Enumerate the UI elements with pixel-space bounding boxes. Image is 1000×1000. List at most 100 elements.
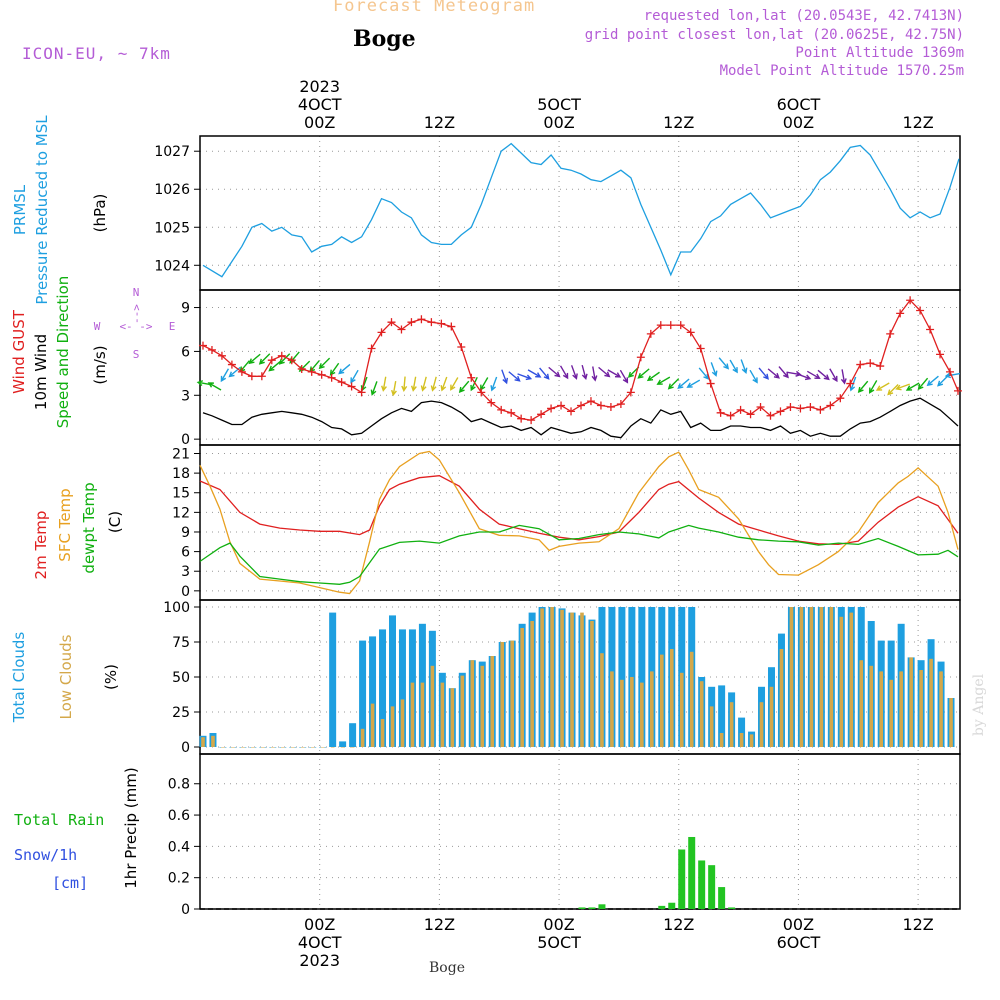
y-tick-label: 1027 bbox=[154, 144, 190, 160]
low-cloud-bar bbox=[201, 737, 205, 747]
gust-marker bbox=[646, 329, 655, 338]
gust-marker bbox=[816, 405, 825, 414]
low-cloud-bar bbox=[540, 608, 544, 747]
gust-marker bbox=[866, 359, 875, 368]
gust-marker bbox=[517, 414, 526, 423]
low-cloud-bar bbox=[729, 702, 734, 747]
low-cloud-bar bbox=[290, 747, 295, 748]
temperature-panel: 0 3 6 9 12 15 18 21 2m Temp SFC Temp dewpt Temp (C) bbox=[32, 444, 961, 601]
gust-marker bbox=[916, 306, 925, 315]
wind-arrow bbox=[749, 369, 758, 384]
y-tick-label: 21 bbox=[172, 447, 190, 463]
gust-marker bbox=[756, 402, 765, 411]
gust-marker bbox=[277, 351, 286, 360]
wind-arrow bbox=[420, 376, 427, 392]
y-tick-label: 3 bbox=[181, 564, 190, 580]
compass-label: W bbox=[94, 320, 101, 333]
low-cloud-bar bbox=[490, 656, 495, 747]
wind-arrow bbox=[718, 357, 730, 370]
panel-label: SFC Temp bbox=[56, 488, 74, 561]
gust-marker bbox=[676, 321, 685, 330]
gust-marker bbox=[477, 388, 486, 397]
wind-arrow bbox=[410, 376, 417, 392]
gust-marker bbox=[586, 397, 595, 406]
2m-temp-line bbox=[199, 475, 959, 546]
wind-arrow bbox=[729, 359, 738, 374]
gust-marker bbox=[207, 345, 216, 354]
y-tick-label: 0.8 bbox=[168, 777, 190, 793]
y-tick-label: 3 bbox=[181, 388, 190, 404]
low-cloud-bar bbox=[330, 747, 335, 748]
rain-bar bbox=[698, 860, 706, 909]
total-cloud-bar bbox=[329, 612, 337, 747]
gust-marker bbox=[946, 367, 955, 376]
gust-marker bbox=[936, 350, 945, 359]
gust-marker bbox=[696, 344, 705, 353]
wind-arrow bbox=[778, 366, 789, 379]
wind-arrow bbox=[570, 365, 578, 380]
gust-marker bbox=[786, 402, 795, 411]
low-cloud-bar bbox=[699, 681, 704, 747]
y-tick-label: 1024 bbox=[154, 258, 190, 274]
total-cloud-bar bbox=[388, 615, 396, 747]
wind-arrow bbox=[796, 373, 812, 381]
gust-marker bbox=[267, 356, 276, 365]
low-cloud-bar bbox=[211, 735, 215, 747]
wind-arrow bbox=[220, 368, 230, 383]
low-cloud-bar bbox=[669, 649, 674, 747]
low-cloud-bar bbox=[520, 628, 524, 747]
low-cloud-bar bbox=[340, 747, 345, 748]
time-label-bottom: 12Z bbox=[663, 915, 694, 934]
wind-arrow bbox=[458, 380, 470, 393]
gust-marker bbox=[417, 315, 426, 324]
gust-marker bbox=[198, 341, 207, 350]
point-altitude: Point Altitude 1369m bbox=[795, 45, 964, 61]
y-tick-label: 0.2 bbox=[168, 871, 190, 887]
wind-arrow bbox=[887, 383, 899, 396]
low-cloud-bar bbox=[380, 719, 385, 747]
gust-marker bbox=[596, 401, 605, 410]
gust-marker bbox=[954, 386, 963, 395]
low-cloud-bar bbox=[600, 653, 604, 747]
low-cloud-bar bbox=[929, 658, 933, 747]
wind-arrow bbox=[490, 376, 498, 392]
panel-label: Pressure Reduced to MSL bbox=[33, 115, 51, 305]
low-cloud-bar bbox=[560, 609, 564, 747]
low-cloud-bar bbox=[919, 670, 923, 747]
snow-legend: Snow/1h bbox=[14, 846, 77, 864]
low-cloud-bar bbox=[739, 733, 744, 747]
wind-arrow bbox=[598, 366, 611, 378]
low-cloud-bar bbox=[679, 672, 684, 747]
y-tick-label: 0 bbox=[181, 584, 190, 600]
total-cloud-bar bbox=[359, 640, 367, 747]
wind-arrow bbox=[539, 367, 550, 380]
panel-label: (hPa) bbox=[91, 194, 109, 233]
wind-arrow bbox=[937, 375, 949, 387]
low-cloud-bar bbox=[470, 660, 475, 747]
panel-label: dewpt Temp bbox=[80, 482, 98, 573]
total-cloud-bar bbox=[398, 629, 406, 747]
gust-marker bbox=[397, 325, 406, 334]
wind-arrow bbox=[329, 362, 340, 376]
gust-marker bbox=[357, 388, 366, 397]
gust-marker bbox=[656, 321, 665, 330]
time-label-top: 12Z bbox=[424, 113, 455, 132]
rain-bar bbox=[598, 904, 606, 909]
y-tick-label: 1026 bbox=[154, 182, 190, 198]
wind-arrow bbox=[829, 368, 838, 383]
wind-arrow bbox=[895, 383, 910, 391]
gust-marker bbox=[467, 373, 476, 382]
panel-label: Wind GUST bbox=[10, 309, 28, 394]
total-cloud-bar bbox=[349, 723, 357, 747]
wind-arrow bbox=[677, 378, 690, 390]
total-cloud-bar bbox=[718, 685, 726, 747]
y-tick-label: 1025 bbox=[154, 220, 190, 236]
time-label-bottom: 5OCT bbox=[537, 933, 581, 952]
gust-marker bbox=[826, 401, 835, 410]
gust-marker bbox=[377, 328, 386, 337]
gust-marker bbox=[616, 400, 625, 409]
low-cloud-bar bbox=[590, 621, 594, 747]
10m-wind-line bbox=[202, 397, 959, 439]
gust-marker bbox=[547, 404, 556, 413]
gust-marker bbox=[806, 402, 815, 411]
